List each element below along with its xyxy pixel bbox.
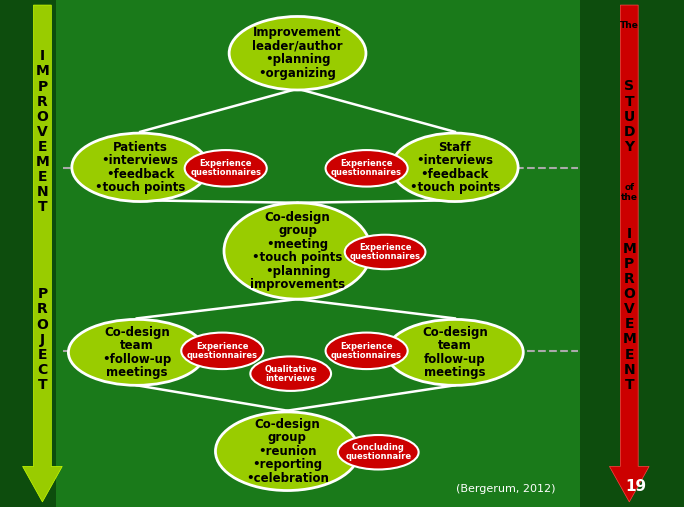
Text: I
M
P
R
O
V
E
M
E
N
T: I M P R O V E M E N T bbox=[36, 49, 49, 214]
Ellipse shape bbox=[224, 203, 371, 299]
Text: Co-design
group
•meeting
•touch points
•planning
improvements: Co-design group •meeting •touch points •… bbox=[250, 211, 345, 291]
Ellipse shape bbox=[215, 412, 359, 491]
Text: Staff
•interviews
•feedback
•touch points: Staff •interviews •feedback •touch point… bbox=[410, 140, 500, 194]
FancyBboxPatch shape bbox=[0, 0, 56, 507]
Text: of
the: of the bbox=[621, 183, 637, 202]
Text: Experience
questionnaires: Experience questionnaires bbox=[187, 342, 258, 360]
Ellipse shape bbox=[338, 435, 419, 469]
Ellipse shape bbox=[68, 319, 205, 385]
Text: (Bergerum, 2012): (Bergerum, 2012) bbox=[456, 484, 556, 494]
Text: Co-design
group
•reunion
•reporting
•celebration: Co-design group •reunion •reporting •cel… bbox=[246, 418, 329, 485]
Ellipse shape bbox=[326, 150, 408, 187]
Text: Patients
•interviews
•feedback
•touch points: Patients •interviews •feedback •touch po… bbox=[95, 140, 185, 194]
Text: I
M
P
R
O
V
E
M
E
N
T: I M P R O V E M E N T bbox=[622, 227, 636, 392]
Text: Experience
questionnaires: Experience questionnaires bbox=[331, 342, 402, 360]
FancyArrow shape bbox=[23, 5, 62, 502]
Ellipse shape bbox=[72, 133, 209, 202]
Ellipse shape bbox=[181, 333, 263, 369]
FancyBboxPatch shape bbox=[580, 0, 684, 507]
Text: Concluding
questionnaire: Concluding questionnaire bbox=[345, 443, 411, 461]
Text: Improvement
leader/author
•planning
•organizing: Improvement leader/author •planning •org… bbox=[252, 26, 343, 80]
Ellipse shape bbox=[345, 235, 425, 269]
Text: Co-design
team
follow-up
meetings: Co-design team follow-up meetings bbox=[422, 325, 488, 379]
Text: S
T
U
D
Y: S T U D Y bbox=[624, 80, 635, 154]
Ellipse shape bbox=[229, 16, 366, 90]
Text: Experience
questionnaires: Experience questionnaires bbox=[190, 159, 261, 177]
Ellipse shape bbox=[250, 356, 331, 391]
Ellipse shape bbox=[386, 319, 523, 385]
Text: 19: 19 bbox=[626, 479, 646, 494]
Ellipse shape bbox=[326, 333, 408, 369]
FancyArrow shape bbox=[609, 5, 649, 502]
Text: Co-design
team
•follow-up
meetings: Co-design team •follow-up meetings bbox=[102, 325, 172, 379]
Text: Qualitative
interviews: Qualitative interviews bbox=[264, 365, 317, 383]
Text: Experience
questionnaires: Experience questionnaires bbox=[331, 159, 402, 177]
Text: The: The bbox=[620, 21, 639, 30]
Ellipse shape bbox=[185, 150, 267, 187]
Text: P
R
O
J
E
C
T: P R O J E C T bbox=[36, 287, 49, 392]
Ellipse shape bbox=[391, 133, 518, 202]
Text: Experience
questionnaires: Experience questionnaires bbox=[350, 243, 421, 261]
